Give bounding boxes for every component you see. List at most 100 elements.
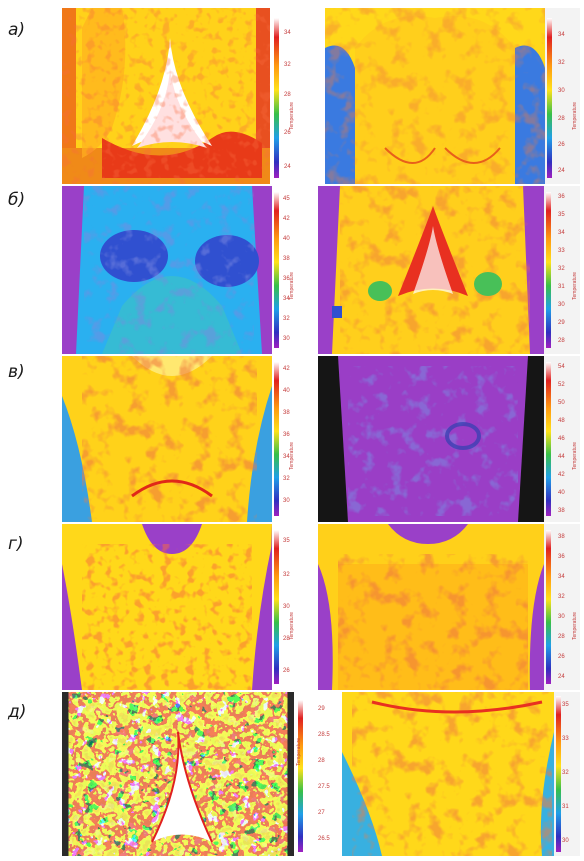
scale-tick: 30 <box>558 614 565 620</box>
thermogram-b-left <box>62 186 294 354</box>
scale-tick: 27.5 <box>318 784 330 790</box>
scale-tick: 40 <box>283 236 290 242</box>
scale-tick: 30 <box>562 838 569 844</box>
scale-tick: 26 <box>284 130 291 136</box>
scale-tick: 54 <box>558 364 565 370</box>
row-label-b: б) <box>8 190 26 210</box>
scale-tick: 34 <box>558 574 565 580</box>
scale-tick: 36 <box>558 194 565 200</box>
scale-d-middle: 29 28.5 28 27.5 27 26.5 Temperature <box>296 696 342 856</box>
scale-tick: 35 <box>283 538 290 544</box>
scale-tick: 27 <box>318 810 325 816</box>
row-label-v: в) <box>8 362 25 382</box>
scale-tick: 35 <box>558 212 565 218</box>
thermogram-b-right <box>318 186 580 354</box>
row-label-g: г) <box>8 534 24 554</box>
scale-label: Temperature <box>296 737 302 766</box>
scale-label: Temperature <box>572 101 578 130</box>
row-label-d: д) <box>8 702 27 722</box>
scale-tick: 30 <box>283 336 290 342</box>
scale-tick: 32 <box>562 770 569 776</box>
scale-tick: 38 <box>283 256 290 262</box>
scale-tick: 26.5 <box>318 836 330 842</box>
scale-tick: 30 <box>283 498 290 504</box>
scale-tick: 32 <box>558 594 565 600</box>
scale-tick: 28 <box>558 634 565 640</box>
scale-tick: 30 <box>283 604 290 610</box>
scale-b-right: 36 35 34 33 32 31 30 29 28 <box>554 190 578 352</box>
scale-v-right: 54 52 50 48 46 44 42 40 38 <box>554 360 578 520</box>
thermogram-a-left <box>62 8 294 184</box>
scale-tick: 24 <box>558 674 565 680</box>
scale-tick: 33 <box>562 736 569 742</box>
scale-tick: 36 <box>283 276 290 282</box>
scale-tick: 32 <box>558 266 565 272</box>
thermogram-v-right <box>318 356 580 522</box>
scale-tick: 32 <box>283 572 290 578</box>
scale-tick: 34 <box>558 32 565 38</box>
thermogram-d-left <box>62 692 294 856</box>
scale-label: Temperature <box>289 611 295 640</box>
scale-label: Temperature <box>289 441 295 470</box>
scale-tick: 30 <box>558 302 565 308</box>
scale-label: Temperature <box>572 271 578 300</box>
scale-tick: 24 <box>558 168 565 174</box>
scale-tick: 42 <box>283 216 290 222</box>
scale-tick: 40 <box>558 490 565 496</box>
thermogram-d-right <box>342 692 580 856</box>
scale-tick: 29 <box>318 706 325 712</box>
scale-a-left: 34 32 28 26 24 <box>276 12 296 182</box>
scale-tick: 28 <box>558 116 565 122</box>
scale-tick: 32 <box>283 316 290 322</box>
scale-tick: 36 <box>558 554 565 560</box>
scale-tick: 38 <box>558 508 565 514</box>
scale-tick: 38 <box>283 410 290 416</box>
scale-tick: 42 <box>283 366 290 372</box>
scale-label: Temperature <box>572 441 578 470</box>
scale-tick: 28 <box>283 636 290 642</box>
scale-tick: 29 <box>558 320 565 326</box>
thermogram-v-left <box>62 356 294 522</box>
scale-tick: 30 <box>558 88 565 94</box>
scale-label: Temperature <box>289 271 295 300</box>
scale-tick: 52 <box>558 382 565 388</box>
scale-tick: 36 <box>283 432 290 438</box>
scale-tick: 34 <box>558 230 565 236</box>
scale-v-left: 42 40 38 36 34 32 30 <box>277 360 295 520</box>
scale-tick: 26 <box>558 142 565 148</box>
scale-tick: 33 <box>558 248 565 254</box>
scale-a-right: 34 32 30 28 26 24 <box>554 12 578 182</box>
scale-label: Temperature <box>572 611 578 640</box>
scale-d-right: 35 33 32 31 30 <box>560 696 580 856</box>
scale-tick: 45 <box>283 196 290 202</box>
scale-g-right: 38 36 34 32 30 28 26 24 <box>554 528 578 688</box>
scale-tick: 40 <box>283 388 290 394</box>
scale-tick: 28 <box>318 758 325 764</box>
row-label-a: а) <box>8 20 26 40</box>
scale-tick: 28.5 <box>318 732 330 738</box>
scale-g-left: 35 32 30 28 26 <box>277 528 295 688</box>
scale-tick: 32 <box>283 476 290 482</box>
scale-tick: 42 <box>558 472 565 478</box>
scale-tick: 26 <box>558 654 565 660</box>
scale-tick: 48 <box>558 418 565 424</box>
scale-tick: 24 <box>284 164 291 170</box>
scale-tick: 46 <box>558 436 565 442</box>
scale-tick: 50 <box>558 400 565 406</box>
scale-tick: 31 <box>558 284 565 290</box>
scale-b-left: 45 42 40 38 36 34 32 30 <box>277 190 295 352</box>
thermogram-a-right <box>325 8 580 184</box>
scale-tick: 28 <box>284 92 291 98</box>
scale-tick: 35 <box>562 702 569 708</box>
scale-tick: 32 <box>558 60 565 66</box>
scale-tick: 31 <box>562 804 569 810</box>
scale-tick: 26 <box>283 668 290 674</box>
scale-tick: 28 <box>558 338 565 344</box>
scale-label: Temperature <box>289 101 295 130</box>
scale-tick: 34 <box>284 30 291 36</box>
scale-tick: 32 <box>284 62 291 68</box>
scale-tick: 44 <box>558 454 565 460</box>
scale-tick: 34 <box>283 296 290 302</box>
thermogram-g-right <box>318 524 580 690</box>
thermogram-g-left <box>62 524 294 690</box>
